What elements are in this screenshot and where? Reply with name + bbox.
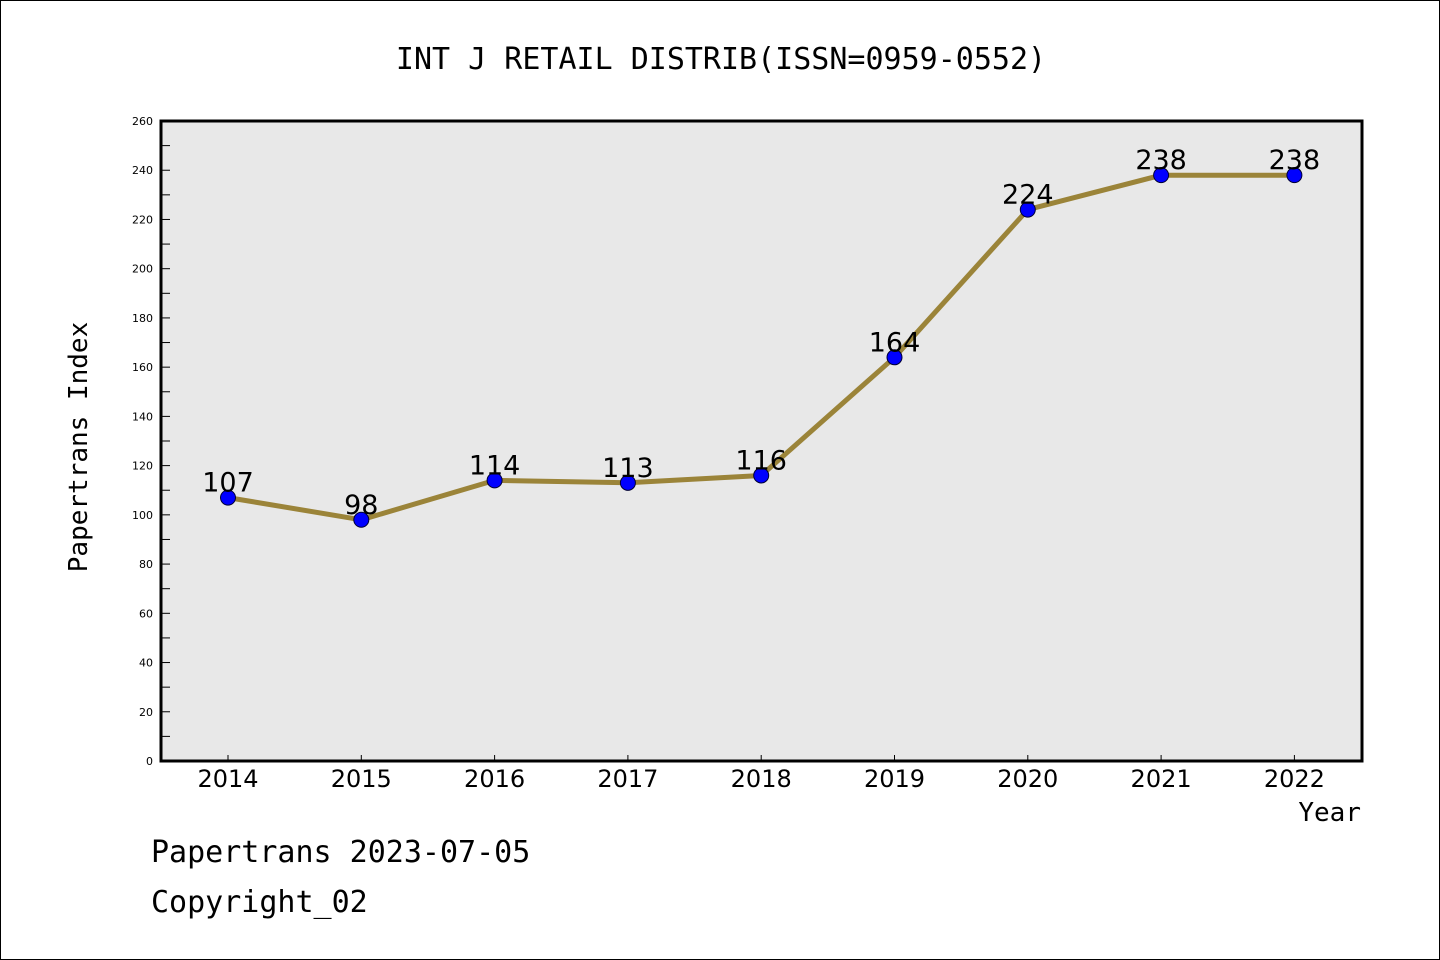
- data-label: 238: [1135, 145, 1187, 176]
- y-tick-label: 240: [132, 164, 153, 177]
- x-tick-label: 2018: [731, 765, 792, 793]
- data-labels: 107 98 114 113 116 164 224 238 238: [202, 145, 1320, 521]
- data-label: 238: [1269, 145, 1321, 176]
- data-label: 116: [735, 445, 787, 476]
- x-axis-ticks: 2014 2015 2016 2017 2018 2019 2020 2021 2022: [197, 755, 1325, 793]
- plot-border: [159, 119, 1364, 763]
- data-point: [353, 511, 370, 528]
- series-markers: [220, 167, 1303, 528]
- data-point: [886, 349, 903, 366]
- y-tick-label: 140: [132, 410, 153, 423]
- data-label: 164: [869, 327, 921, 358]
- footer-date: Papertrans 2023-07-05: [151, 835, 531, 870]
- y-tick-label: 220: [132, 213, 153, 226]
- x-tick-label: 2019: [864, 765, 925, 793]
- plot-area: [161, 121, 1362, 761]
- y-tick-label: 80: [139, 558, 153, 571]
- data-label: 224: [1002, 180, 1054, 211]
- x-tick-label: 2020: [997, 765, 1058, 793]
- y-tick-label: 0: [146, 755, 153, 768]
- x-tick-label: 2014: [197, 765, 258, 793]
- y-tick-label: 40: [139, 657, 153, 670]
- x-tick-label: 2016: [464, 765, 525, 793]
- x-tick-label: 2022: [1264, 765, 1325, 793]
- data-point: [1286, 167, 1303, 184]
- data-label: 114: [469, 450, 521, 481]
- data-point: [1019, 201, 1036, 218]
- y-tick-label: 60: [139, 607, 153, 620]
- data-point: [753, 467, 770, 484]
- footer-copyright: Copyright_02: [151, 885, 368, 920]
- x-axis-label: Year: [1298, 798, 1361, 828]
- y-tick-label: 180: [132, 312, 153, 325]
- x-tick-label: 2017: [597, 765, 658, 793]
- y-tick-label: 160: [132, 361, 153, 374]
- data-point: [619, 474, 636, 491]
- y-tick-label: 100: [132, 509, 153, 522]
- y-tick-label: 260: [132, 115, 153, 128]
- y-tick-label: 20: [139, 706, 153, 719]
- data-point: [1153, 167, 1170, 184]
- data-point: [220, 489, 236, 506]
- data-point: [486, 472, 503, 489]
- y-tick-label: 200: [132, 263, 153, 276]
- x-tick-label: 2021: [1131, 765, 1192, 793]
- y-axis-label: Papertrans Index: [64, 322, 94, 572]
- y-tick-label: 120: [132, 460, 153, 473]
- data-label: 98: [344, 490, 378, 521]
- data-label: 107: [202, 468, 254, 499]
- x-tick-label: 2015: [331, 765, 392, 793]
- chart-title: INT J RETAIL DISTRIB(ISSN=0959-0552): [396, 42, 1046, 77]
- data-label: 113: [602, 453, 654, 484]
